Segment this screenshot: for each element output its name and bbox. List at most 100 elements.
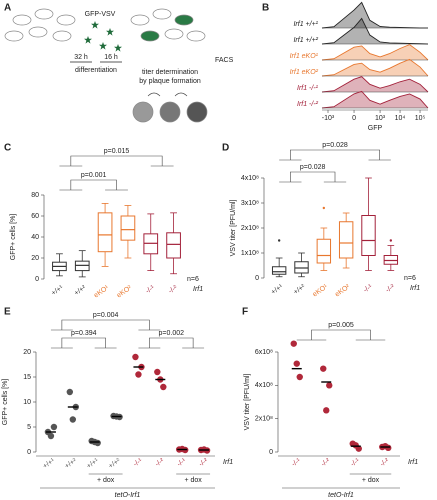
x-tick-label: +/+¹ [270, 283, 285, 296]
x-tick-label: +/+¹ [86, 457, 101, 470]
x-tick-label: +/+² [292, 283, 307, 296]
outlier [389, 239, 393, 242]
data-point [135, 371, 142, 378]
x-tick-label: +/+¹ [50, 284, 65, 297]
dox-label: + dox [362, 477, 380, 484]
p-value: p=0.028 [322, 142, 348, 149]
significance-bracket [279, 171, 347, 183]
y-tick-label: 3x10⁸ [241, 200, 259, 207]
p-value: p=0.028 [300, 164, 326, 171]
y-tick-label: 20 [31, 255, 39, 262]
panel-label: B [262, 3, 269, 14]
group-label: Irf1 [223, 459, 233, 466]
legend-label: Irf1 eKO² [290, 69, 319, 76]
diagram [4, 8, 208, 123]
n-label: n=6 [404, 275, 416, 282]
y-tick-label: 6x10⁸ [255, 349, 273, 356]
label: differentiation [75, 67, 117, 74]
x-tick-label: -/-² [198, 457, 210, 468]
data-point [154, 368, 161, 376]
x-tick-label: -/-¹ [176, 457, 188, 468]
box [120, 215, 136, 241]
box [361, 215, 376, 256]
box [294, 261, 309, 274]
legend-label: Irf1 +/+¹ [293, 21, 318, 28]
virus-icon [99, 42, 107, 50]
data-point [326, 382, 333, 389]
x-tick-label: 10⁵ [415, 115, 426, 122]
data-point [66, 388, 74, 396]
significance-bracket [50, 337, 117, 349]
data-point [69, 416, 77, 423]
x-tick-label: -/-² [379, 457, 391, 468]
data-point [293, 360, 300, 367]
data-point [50, 423, 58, 431]
panel-label: D [222, 143, 229, 154]
x-tick-label: eKO¹ [93, 284, 111, 299]
dox-label: + dox [97, 477, 115, 484]
histogram-area [321, 44, 429, 61]
y-axis-label: GFP+ cells [%] [2, 379, 9, 426]
outlier [322, 206, 326, 210]
significance-bracket [59, 179, 128, 191]
label: titer determination [142, 69, 198, 76]
y-tick-label: 80 [31, 192, 39, 199]
p-value: p=0.004 [93, 312, 119, 319]
y-tick-label: 60 [31, 213, 39, 220]
significance-bracket [296, 329, 386, 341]
x-tick-label: eKO¹ [312, 283, 330, 298]
x-tick-label: +/+¹ [42, 457, 57, 470]
box [316, 238, 332, 264]
y-tick-label: 0 [255, 275, 259, 282]
box [271, 266, 287, 275]
significance-bracket [279, 149, 391, 161]
y-tick-label: 4x10⁸ [241, 175, 259, 182]
data-point [323, 407, 330, 414]
x-tick-label: -/-² [154, 457, 166, 468]
data-point [160, 383, 167, 391]
label: FACS [215, 57, 234, 64]
legend-label: Irf1 -/-¹ [297, 85, 319, 92]
virus-icon [114, 44, 122, 52]
box [338, 221, 354, 259]
x-tick-label: -/-² [320, 457, 332, 468]
panel-label: C [4, 143, 11, 154]
label: 32 h [74, 54, 88, 61]
box [97, 212, 113, 253]
virus-icon [106, 28, 114, 36]
virus-icon [84, 36, 92, 44]
group-label: Irf1 [193, 286, 203, 293]
data-point [47, 432, 55, 440]
x-tick-label: -10³ [322, 115, 335, 122]
significance-bracket [138, 337, 205, 349]
x-tick-label: -/-¹ [362, 283, 374, 294]
legend-label: Irf1 -/-² [297, 101, 319, 108]
construct-label: tetO-Irf1 [115, 492, 141, 499]
x-tick-label: -/-¹ [132, 457, 144, 468]
y-axis-label: VSV titer [PFU/ml] [230, 200, 237, 257]
histogram-area [321, 17, 429, 45]
x-tick-label: +/+² [73, 284, 88, 297]
data-point [320, 365, 327, 372]
y-tick-label: 4x10⁸ [255, 382, 273, 389]
data-point [132, 353, 139, 361]
y-tick-label: 2x10⁸ [241, 225, 259, 232]
panel-label: A [4, 3, 11, 14]
dox-label: + dox [184, 477, 202, 484]
outlier [277, 239, 281, 242]
y-tick-label: 2x10⁸ [255, 416, 273, 423]
construct-label: tetO-Irf1 [328, 492, 354, 499]
y-tick-label: 20 [23, 349, 31, 356]
legend-label: Irf1 eKO¹ [290, 53, 319, 60]
data-point [382, 442, 389, 450]
x-tick-label: -/-² [385, 283, 397, 294]
panel-label: E [4, 307, 11, 318]
virus-icon [91, 21, 99, 29]
x-tick-label: 10³ [375, 115, 386, 122]
n-label: n=6 [187, 276, 199, 283]
y-tick-label: 0 [269, 449, 273, 456]
group-label: Irf1 [408, 459, 418, 466]
y-tick-label: 15 [23, 374, 31, 381]
p-value: p=0.001 [81, 172, 107, 179]
y-axis-label: GFP+ cells [%] [10, 214, 17, 261]
